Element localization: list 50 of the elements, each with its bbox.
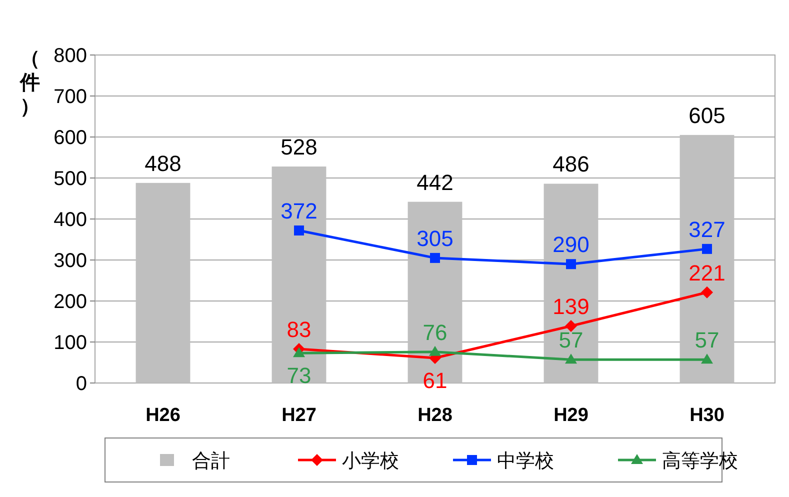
data-label: 442 bbox=[416, 170, 454, 195]
data-label: 57 bbox=[558, 328, 584, 353]
x-tick-label: H27 bbox=[282, 405, 316, 426]
legend-label: 小学校 bbox=[342, 451, 399, 472]
data-label: 528 bbox=[280, 134, 318, 160]
point bbox=[565, 354, 577, 364]
point bbox=[430, 252, 440, 263]
data-label: 73 bbox=[286, 363, 312, 388]
data-label: 605 bbox=[688, 102, 726, 128]
point bbox=[294, 225, 304, 236]
y-tick-label: 100 bbox=[54, 332, 87, 354]
x-tick-label: H26 bbox=[146, 405, 180, 426]
point bbox=[566, 259, 576, 270]
x-tick-label: H30 bbox=[690, 405, 724, 426]
point bbox=[701, 354, 713, 364]
y-tick-label: 600 bbox=[54, 127, 87, 149]
bar bbox=[272, 166, 326, 383]
y-tick-label: 800 bbox=[54, 45, 87, 67]
data-label: 305 bbox=[416, 226, 454, 251]
legend-label: 高等学校 bbox=[662, 450, 738, 472]
bar bbox=[544, 184, 598, 383]
data-label: 61 bbox=[422, 368, 448, 393]
legend-label: 中学校 bbox=[497, 451, 554, 472]
data-label: 327 bbox=[688, 216, 726, 242]
x-tick-label: H28 bbox=[418, 405, 452, 426]
point bbox=[429, 346, 441, 356]
data-label: 486 bbox=[552, 152, 590, 177]
bar bbox=[136, 182, 190, 383]
point bbox=[293, 347, 305, 358]
data-label: 290 bbox=[552, 232, 590, 258]
y-axis-title: （件） bbox=[19, 48, 40, 118]
data-label: 139 bbox=[552, 294, 590, 320]
data-label: 221 bbox=[688, 260, 726, 286]
legend-label: 合計 bbox=[192, 451, 230, 472]
data-label: 76 bbox=[422, 320, 448, 345]
point bbox=[702, 244, 712, 254]
x-tick-label: H29 bbox=[554, 405, 588, 426]
data-label: 83 bbox=[286, 316, 312, 342]
point bbox=[565, 320, 577, 332]
data-label: 488 bbox=[144, 150, 182, 176]
data-label: 57 bbox=[694, 328, 720, 353]
y-tick-label: 300 bbox=[54, 250, 87, 272]
point bbox=[701, 286, 713, 298]
y-tick-label: 0 bbox=[76, 373, 87, 395]
data-label: 372 bbox=[280, 198, 318, 224]
y-tick-label: 400 bbox=[54, 209, 87, 231]
bar bbox=[680, 134, 734, 383]
y-tick-label: 700 bbox=[54, 86, 87, 108]
y-tick-label: 500 bbox=[54, 168, 87, 190]
y-tick-label: 200 bbox=[54, 291, 87, 313]
